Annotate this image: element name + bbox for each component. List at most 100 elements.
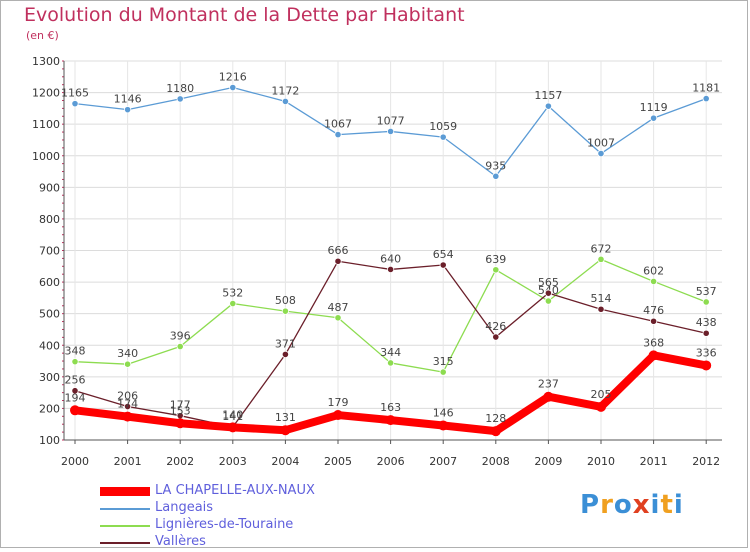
data-label: 602 [643, 264, 664, 277]
data-label: 639 [485, 253, 506, 266]
data-point [543, 391, 554, 402]
legend-swatch [100, 525, 150, 527]
data-label: 1119 [640, 101, 668, 114]
data-point [439, 133, 447, 141]
y-tick-label: 100 [39, 434, 60, 447]
chart-title: Evolution du Montant de la Dette par Hab… [24, 4, 465, 26]
data-point [544, 289, 553, 297]
data-point [122, 411, 133, 422]
legend-swatch [100, 508, 150, 510]
data-label: 153 [170, 404, 191, 417]
x-tick-label: 2004 [271, 455, 299, 468]
y-tick-label: 1200 [32, 87, 60, 100]
x-tick-label: 2012 [692, 455, 720, 468]
data-label: 1007 [587, 137, 615, 150]
proxiti-logo: Proxiti [580, 490, 684, 520]
y-tick-label: 900 [39, 181, 60, 194]
data-point [438, 420, 449, 431]
data-label: 368 [643, 336, 664, 349]
x-tick-label: 2010 [587, 455, 615, 468]
data-point [596, 401, 606, 412]
data-label: 1172 [271, 84, 299, 97]
legend-swatch [100, 487, 150, 496]
data-point [385, 415, 396, 426]
data-label: 654 [433, 248, 454, 261]
x-tick-label: 2005 [324, 455, 352, 468]
data-point [229, 299, 237, 308]
data-label: 935 [485, 159, 506, 172]
data-label: 179 [328, 396, 349, 409]
data-label: 205 [591, 388, 612, 401]
y-tick-label: 700 [39, 245, 60, 258]
data-point [544, 102, 553, 110]
data-label: 194 [65, 391, 86, 404]
data-label: 1146 [114, 93, 142, 106]
data-point [334, 257, 342, 265]
data-point [124, 402, 132, 411]
data-point [175, 418, 186, 429]
data-label: 146 [433, 406, 454, 419]
legend-label: Langeais [155, 500, 214, 515]
x-tick-label: 2001 [114, 455, 142, 468]
y-tick-label: 800 [39, 213, 60, 226]
data-label: 141 [222, 410, 243, 423]
logo-letter: i [650, 490, 661, 520]
x-tick-label: 2000 [61, 455, 89, 468]
data-point [124, 360, 132, 368]
data-label: 487 [328, 301, 349, 314]
data-label: 344 [380, 346, 401, 359]
y-tick-label: 500 [39, 308, 60, 321]
data-label: 476 [643, 304, 664, 317]
data-point [281, 350, 289, 359]
data-label: 256 [65, 374, 86, 387]
data-point [597, 305, 605, 313]
data-label: 396 [170, 330, 191, 343]
data-point [281, 97, 289, 106]
legend-label: Lignières-de-Touraine [155, 517, 294, 532]
data-point [124, 106, 132, 114]
data-label: 131 [275, 411, 296, 424]
data-point [70, 405, 80, 416]
data-label: 1165 [61, 87, 89, 100]
data-point [702, 298, 710, 306]
data-point [490, 426, 501, 437]
y-tick-label: 400 [39, 339, 60, 352]
data-point [701, 360, 712, 371]
data-label: 1067 [324, 118, 352, 131]
data-label: 140 [222, 408, 243, 421]
data-point [649, 114, 658, 122]
data-label: 532 [222, 287, 243, 300]
data-label: 508 [275, 294, 296, 307]
data-label: 565 [538, 276, 559, 289]
data-label: 666 [328, 244, 349, 257]
data-point [176, 95, 184, 103]
data-label: 438 [696, 316, 717, 329]
data-point [229, 83, 237, 92]
legend-label: Vallères [155, 534, 206, 549]
data-label: 1077 [377, 114, 405, 127]
data-label: 1059 [429, 120, 457, 133]
data-label: 348 [65, 345, 86, 358]
data-point [281, 307, 289, 315]
x-tick-label: 2008 [482, 455, 510, 468]
data-point [280, 425, 291, 436]
data-point [439, 261, 447, 269]
data-point [334, 314, 342, 322]
logo-letter: r [600, 490, 614, 520]
y-tick-label: 1000 [32, 150, 60, 163]
data-label: 340 [117, 347, 138, 360]
data-point [702, 94, 710, 103]
data-label: 336 [696, 346, 717, 359]
data-label: 237 [538, 378, 559, 391]
data-label: 1216 [219, 71, 247, 84]
x-tick-label: 2011 [640, 455, 668, 468]
data-point [702, 329, 710, 337]
data-point [386, 127, 395, 136]
legend-swatch [100, 542, 150, 544]
data-label: 514 [591, 292, 612, 305]
data-point [227, 422, 238, 433]
data-point [176, 342, 184, 351]
legend-label: LA CHAPELLE-AUX-NAUX [155, 483, 315, 498]
data-label: 315 [433, 355, 454, 368]
